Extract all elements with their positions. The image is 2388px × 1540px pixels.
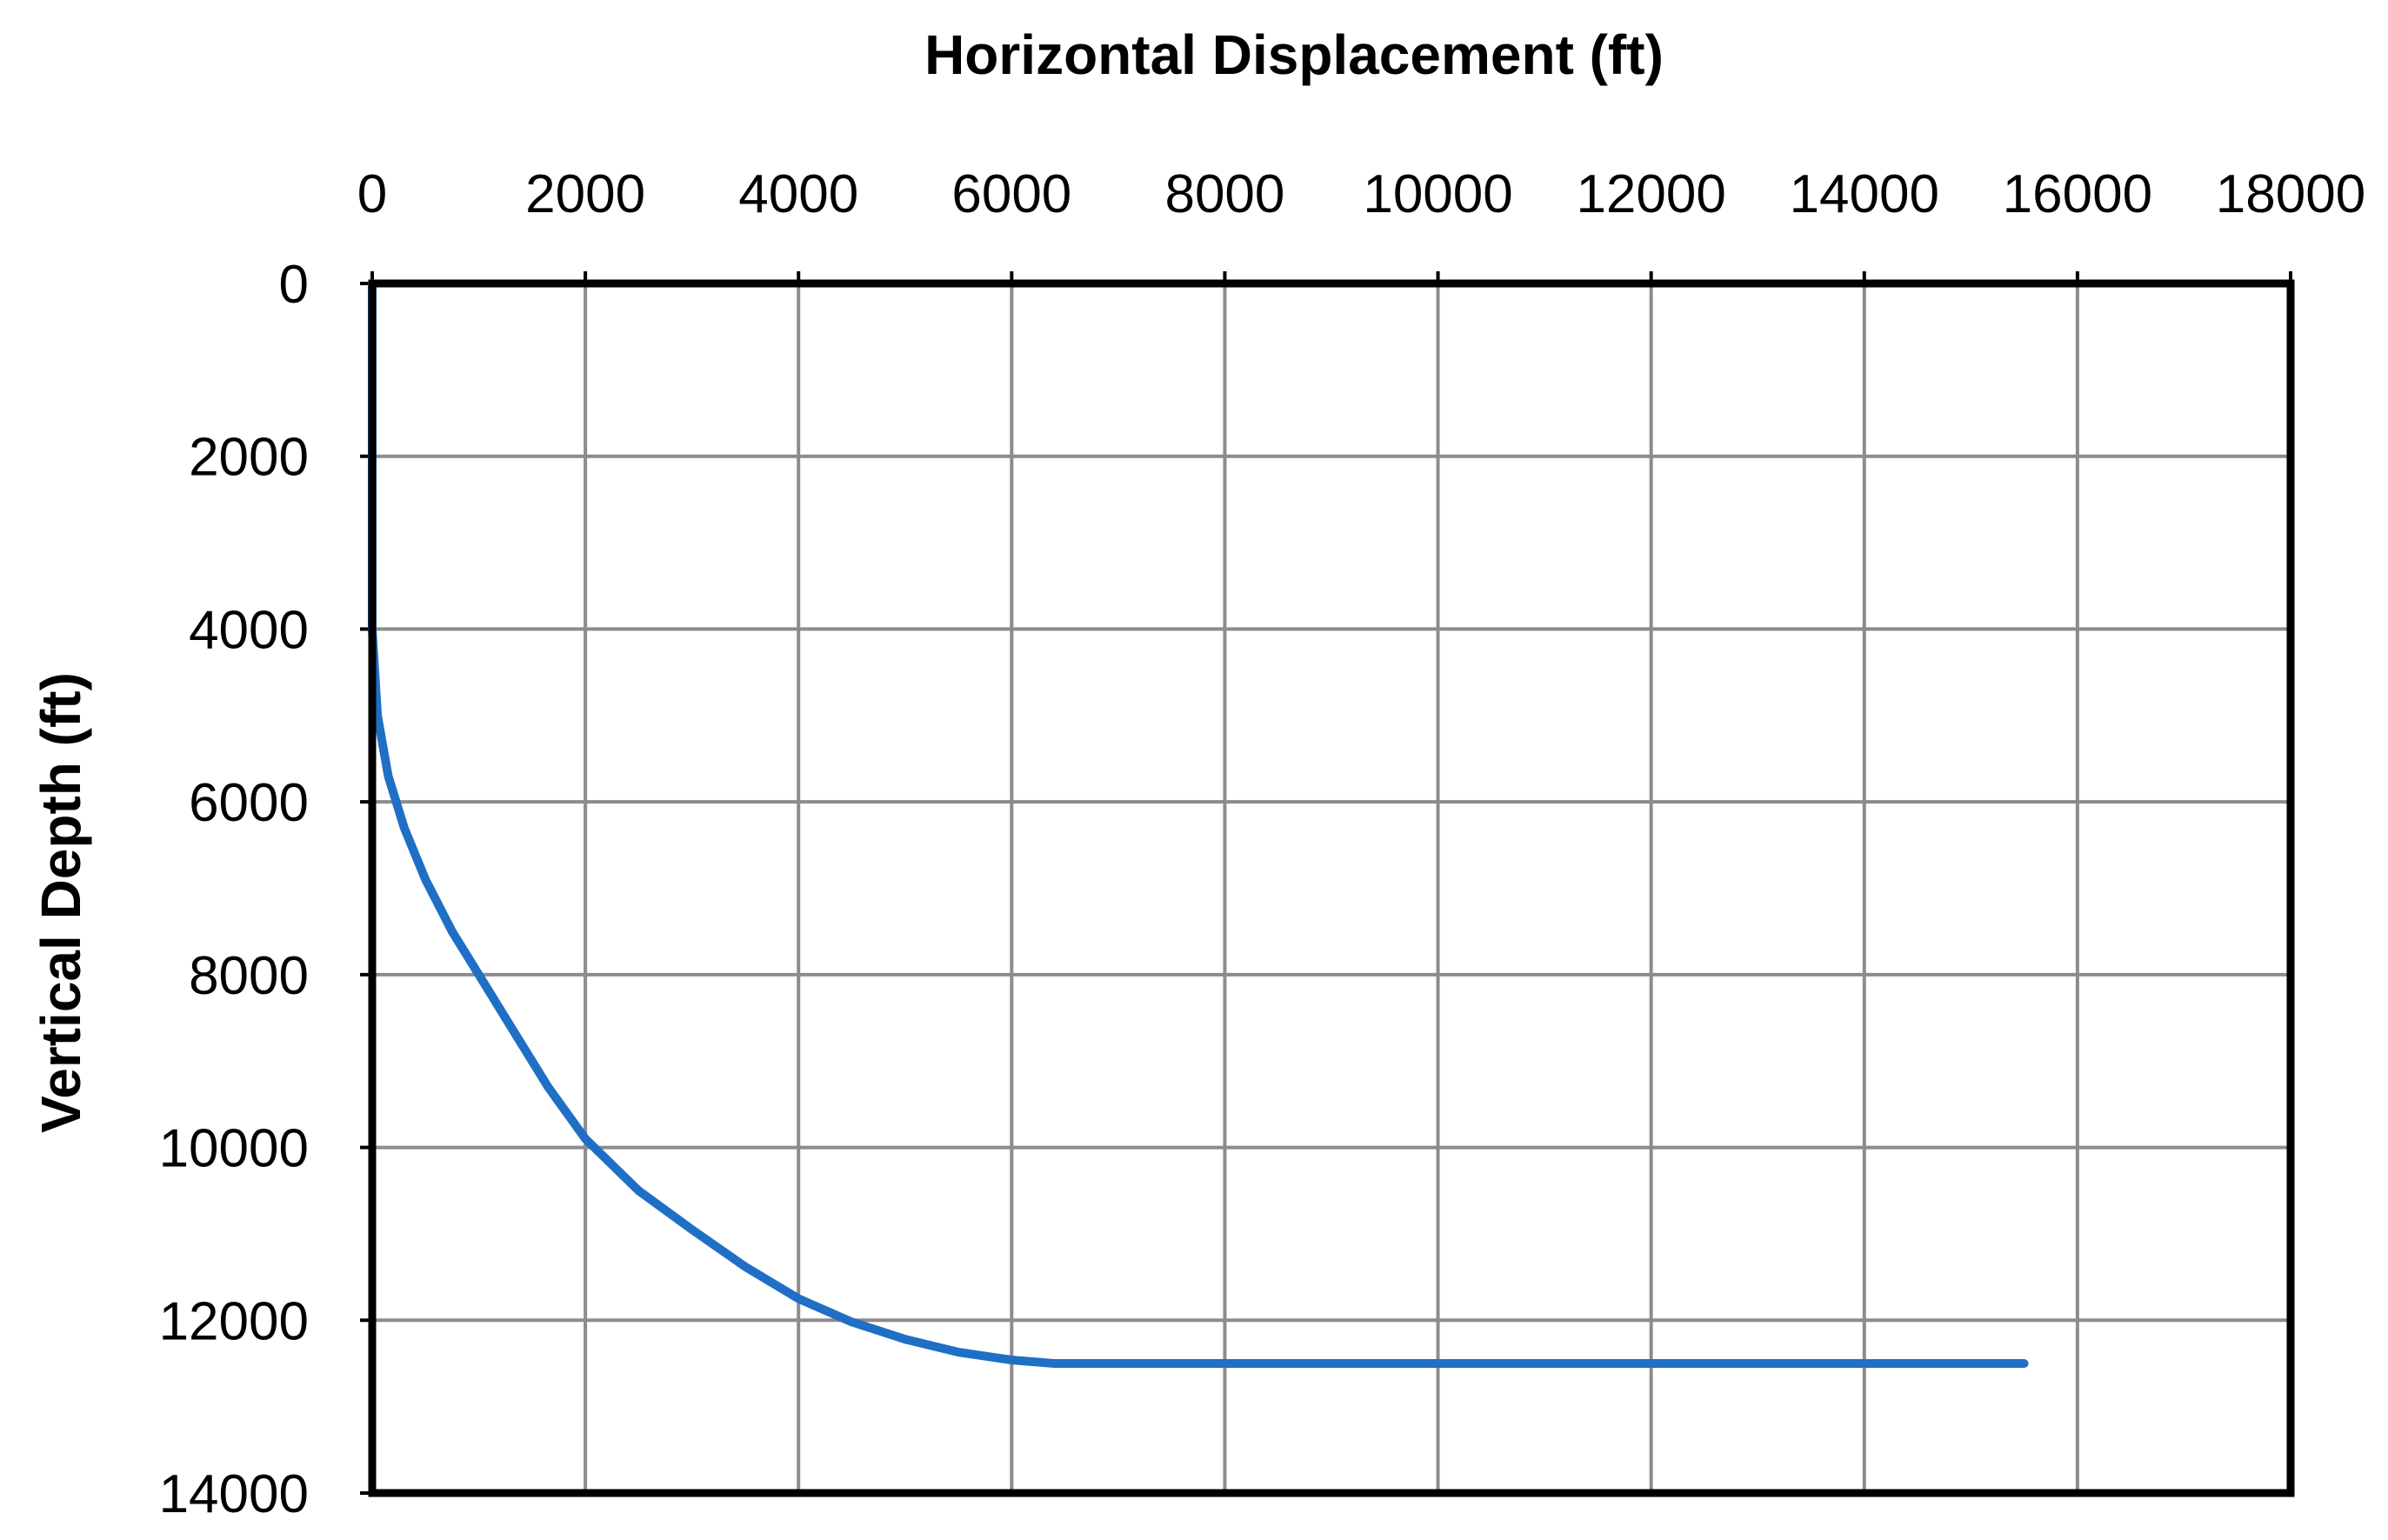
well-trajectory-line <box>368 279 2029 1368</box>
x-tick-label: 12000 <box>1576 164 1725 224</box>
y-tick-labels: 0 2000 4000 6000 8000 10000 12000 14000 <box>159 255 309 1524</box>
x-tick-label: 10000 <box>1363 164 1512 224</box>
y-axis-title: Vertical Depth (ft) <box>30 672 92 1133</box>
y-tick-label: 8000 <box>189 946 309 1006</box>
y-tick-label: 2000 <box>189 428 309 488</box>
y-tick-label: 14000 <box>159 1464 309 1524</box>
y-tick-label: 12000 <box>159 1291 309 1351</box>
x-tick-label: 18000 <box>2216 164 2365 224</box>
x-tick-label: 0 <box>357 164 387 224</box>
y-tick-label: 4000 <box>189 600 309 660</box>
x-axis-title: Horizontal Displacement (ft) <box>924 23 1664 86</box>
series-layer <box>368 279 2029 1368</box>
x-tick-labels: 0 2000 4000 6000 8000 10000 12000 14000 16000 180… <box>357 164 2365 224</box>
y-tick-label: 10000 <box>159 1119 309 1179</box>
y-tick-label: 6000 <box>189 773 309 833</box>
x-tick-label: 4000 <box>738 164 858 224</box>
x-tick-label: 6000 <box>951 164 1071 224</box>
x-tick-label: 16000 <box>2003 164 2152 224</box>
gridlines <box>370 282 2292 1495</box>
plot-area-border <box>368 279 2295 1497</box>
x-tick-label: 14000 <box>1790 164 1939 224</box>
y-tick-label: 0 <box>279 255 309 315</box>
x-tick-label: 2000 <box>525 164 645 224</box>
x-tick-label: 8000 <box>1164 164 1284 224</box>
